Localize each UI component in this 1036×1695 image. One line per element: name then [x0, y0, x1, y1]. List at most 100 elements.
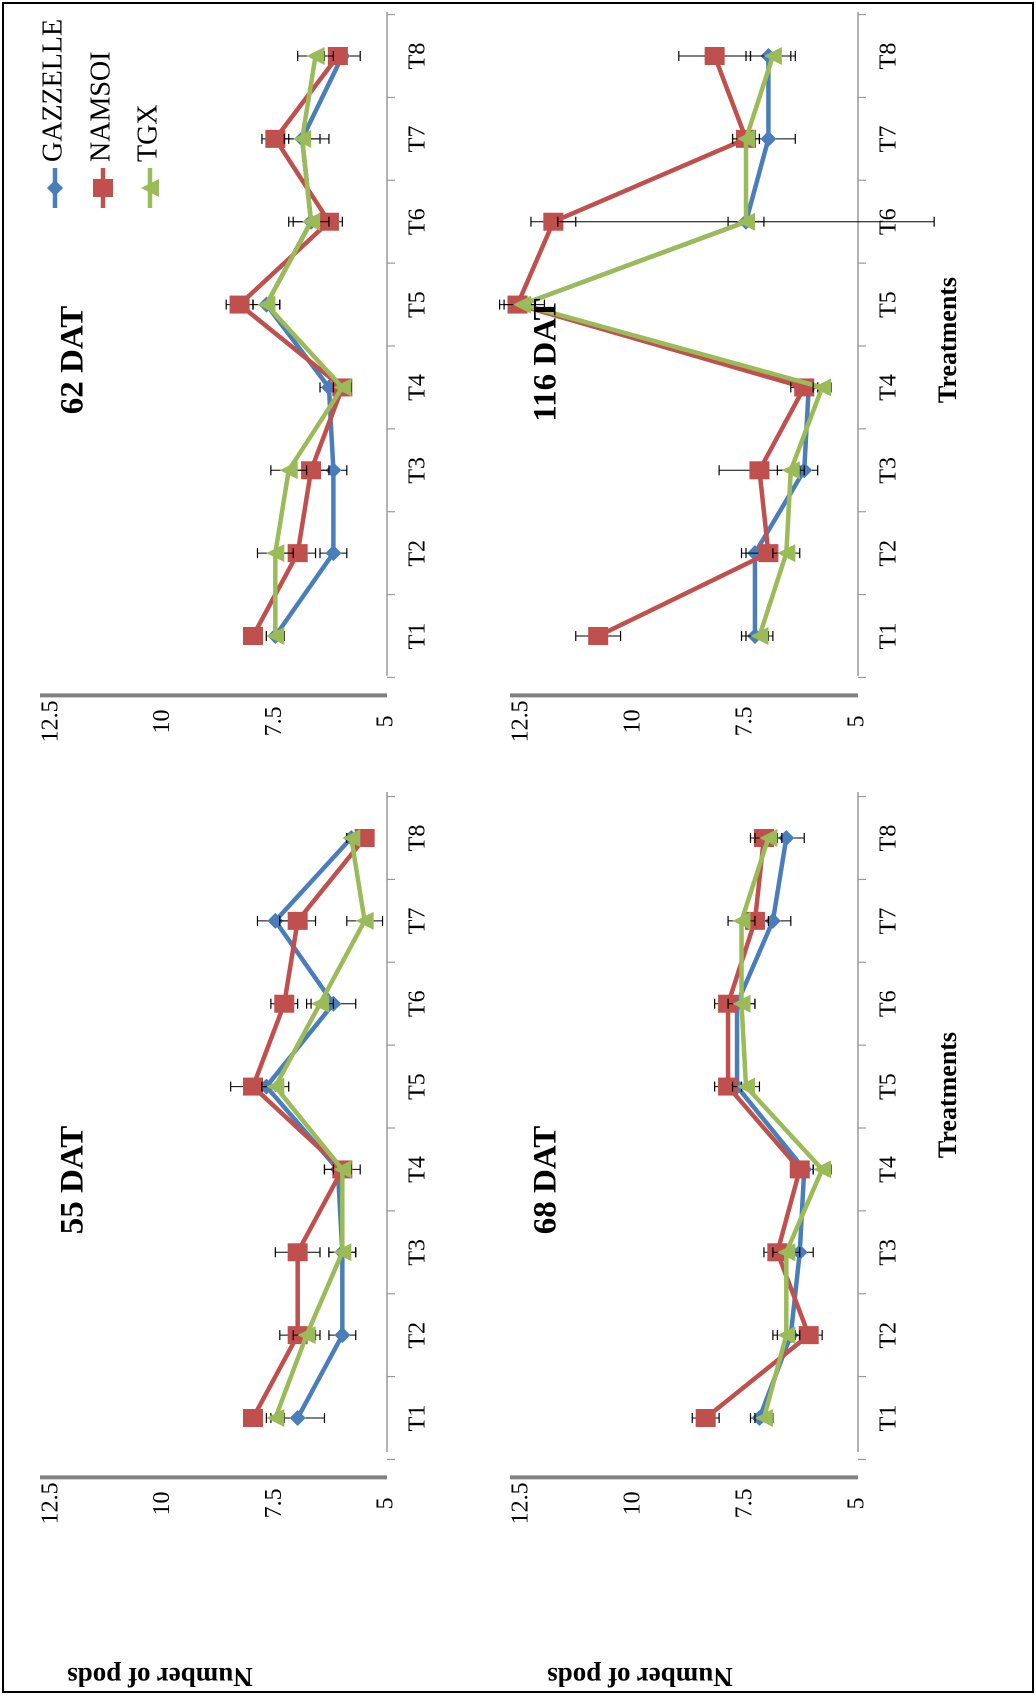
data-point: [333, 1160, 352, 1179]
value-tick-label: 10: [620, 1491, 646, 1515]
series-line: [264, 836, 353, 1420]
data-point: [695, 1409, 716, 1427]
legend-item-namsoi: NAMSOI: [85, 52, 116, 208]
legend-marker: [141, 179, 159, 197]
value-tick-label: 10: [149, 1491, 175, 1515]
series-line: [734, 837, 807, 1419]
series-namsoi: [503, 47, 819, 645]
category-tick-label: T3: [876, 1239, 902, 1266]
category-tick-label: T4: [405, 1156, 431, 1183]
series-line: [237, 54, 345, 638]
data-point: [266, 1077, 285, 1096]
series-tgx: [727, 829, 832, 1427]
legend-label: NAMSOI: [85, 52, 116, 162]
data-point: [243, 627, 263, 645]
data-point: [763, 47, 782, 65]
category-tick-label: T4: [405, 374, 431, 401]
value-tick-label: 7.5: [732, 1488, 758, 1518]
data-point: [732, 994, 751, 1013]
series-line: [250, 836, 367, 1420]
panel-title: 68 DAT: [528, 1126, 564, 1234]
series-line: [264, 55, 345, 636]
data-point: [293, 129, 312, 148]
data-point: [266, 544, 285, 563]
data-point: [513, 295, 531, 314]
data-point: [798, 1326, 819, 1345]
series-line: [739, 837, 825, 1419]
data-point: [813, 1160, 832, 1179]
value-tick-label: 7.5: [732, 706, 758, 736]
data-point: [333, 378, 352, 397]
data-point: [749, 461, 770, 480]
category-tick-label: T6: [876, 990, 902, 1017]
category-tick-label: T6: [405, 208, 431, 235]
series-line: [515, 55, 807, 639]
category-tick-label: T3: [405, 1239, 431, 1266]
data-point: [777, 544, 796, 563]
data-point: [302, 212, 321, 231]
category-tick-label: T3: [876, 457, 902, 484]
value-tick-label: 5: [844, 1497, 870, 1509]
category-tick-label: T1: [405, 1405, 431, 1432]
data-point: [704, 47, 725, 65]
panel-title: 55 DAT: [55, 1126, 91, 1234]
x-axis-title: Treatments: [933, 1032, 962, 1158]
data-point: [289, 1410, 306, 1426]
category-tick-label: T1: [405, 623, 431, 650]
data-point: [342, 829, 361, 847]
legend-item-tgx: TGX: [132, 104, 163, 208]
data-point: [760, 130, 777, 147]
value-tick-label: 12.5: [38, 1482, 64, 1524]
category-tick-label: T4: [876, 374, 902, 401]
data-point: [266, 627, 285, 645]
value-tick-label: 5: [373, 1497, 399, 1509]
data-point: [297, 1326, 316, 1345]
category-tick-label: T1: [876, 623, 902, 650]
data-point: [333, 1243, 352, 1262]
category-tick-label: T4: [876, 1156, 902, 1183]
plots-layer: T1 T2 T3 T4 T5 T6 T7 T8 5 7.5 10 12.5 55 DAT Number o…: [38, 12, 962, 1692]
value-tick-label: 5: [844, 715, 870, 727]
category-tick-label: T5: [876, 291, 902, 318]
value-tick-label: 7.5: [261, 1488, 287, 1518]
y-axis-title: Number of pods: [547, 1662, 733, 1692]
category-tick-label: T8: [876, 43, 902, 70]
data-point: [781, 461, 800, 480]
category-tick-label: T7: [876, 908, 902, 935]
data-point: [732, 911, 751, 930]
value-tick-label: 12.5: [508, 1482, 534, 1524]
chart-panel-2: T1 T2 T3 T4 T5 T6 T7 T8 5 7.5 10 12.5 62 DAT: [38, 12, 431, 742]
legend-marker: [93, 179, 113, 197]
value-tick-label: 12.5: [508, 700, 534, 742]
chart-panel-3: T1 T2 T3 T4 T5 T6 T7 T8 5 7.5 10 12.5 68 DAT Treatmen…: [508, 792, 962, 1692]
data-point: [750, 627, 769, 645]
series-line: [519, 55, 825, 637]
series-tgx: [252, 47, 352, 645]
panel-title: 116 DAT: [528, 298, 564, 421]
value-tick-label: 10: [149, 709, 175, 733]
category-tick-label: T5: [405, 1073, 431, 1100]
data-point: [229, 295, 250, 314]
data-point: [737, 212, 755, 231]
data-point: [287, 1243, 308, 1262]
data-point: [265, 129, 286, 148]
category-tick-label: T2: [876, 1322, 902, 1349]
category-tick-label: T8: [876, 825, 902, 852]
data-point: [311, 994, 329, 1013]
value-tick-label: 7.5: [261, 706, 287, 736]
data-point: [737, 1077, 755, 1096]
data-point: [737, 129, 755, 148]
chart-panel-1: T1 T2 T3 T4 T5 T6 T7 T8 5 7.5 10 12.5 55 DAT Number o…: [38, 792, 431, 1692]
series-tgx: [261, 829, 384, 1427]
data-point: [588, 627, 609, 645]
category-tick-label: T2: [405, 1322, 431, 1349]
data-point: [777, 1243, 796, 1262]
category-tick-label: T2: [876, 540, 902, 567]
category-tick-label: T5: [405, 291, 431, 318]
category-tick-label: T8: [405, 825, 431, 852]
data-point: [789, 1160, 810, 1179]
data-point: [279, 461, 298, 480]
legend-item-gazzelle: GAZZELLE: [37, 19, 68, 208]
